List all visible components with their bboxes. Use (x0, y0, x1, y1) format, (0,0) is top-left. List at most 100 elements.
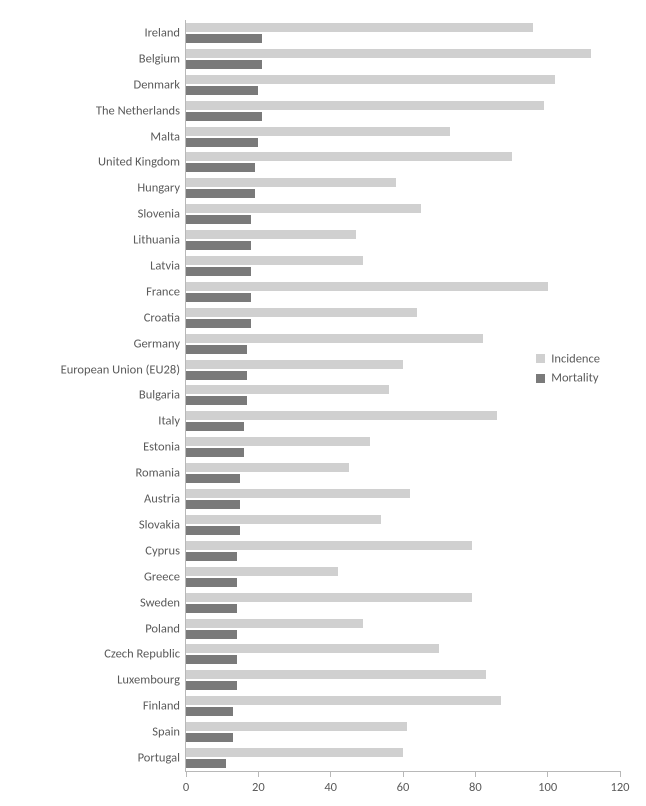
bar-mortality (186, 189, 255, 198)
bar-mortality (186, 733, 233, 742)
bar-mortality (186, 759, 226, 768)
x-tick-label: 100 (538, 780, 557, 795)
bar-row: Slovenia (186, 201, 620, 227)
legend-item: Incidence (536, 351, 600, 367)
bar-incidence (186, 204, 421, 213)
category-label: European Union (EU28) (61, 362, 186, 377)
x-tick (258, 771, 259, 777)
bar-row: Italy (186, 408, 620, 434)
bar-incidence (186, 644, 439, 653)
bar-incidence (186, 127, 450, 136)
bar-incidence (186, 360, 403, 369)
bar-row: Cyprus (186, 538, 620, 564)
bar-incidence (186, 489, 410, 498)
category-label: Luxembourg (117, 673, 186, 688)
category-label: Bulgaria (139, 388, 186, 403)
bar-mortality (186, 655, 237, 664)
x-tick-label: 120 (610, 780, 629, 795)
bar-incidence (186, 696, 501, 705)
category-label: Malta (150, 129, 186, 144)
category-label: United Kingdom (98, 155, 186, 170)
bar-incidence (186, 178, 396, 187)
bar-mortality (186, 371, 247, 380)
bar-mortality (186, 345, 247, 354)
bar-mortality (186, 215, 251, 224)
bar-row: France (186, 279, 620, 305)
x-tick (403, 771, 404, 777)
bar-row: United Kingdom (186, 149, 620, 175)
bar-incidence (186, 101, 544, 110)
category-label: Czech Republic (104, 647, 186, 662)
bar-mortality (186, 422, 244, 431)
category-label: Estonia (143, 440, 186, 455)
x-tick (186, 771, 187, 777)
category-label: Germany (134, 336, 186, 351)
bar-incidence (186, 256, 363, 265)
bar-row: Belgium (186, 46, 620, 72)
x-tick-label: 0 (183, 780, 189, 795)
bar-row: Greece (186, 564, 620, 590)
bar-row: Estonia (186, 434, 620, 460)
x-tick-label: 80 (469, 780, 482, 795)
category-label: Cyprus (145, 543, 186, 558)
category-label: France (146, 284, 186, 299)
bar-row: Hungary (186, 175, 620, 201)
category-label: Italy (158, 414, 186, 429)
bar-mortality (186, 707, 233, 716)
bar-mortality (186, 500, 240, 509)
bar-mortality (186, 163, 255, 172)
plot-area: 020406080100120IrelandBelgiumDenmarkThe … (185, 20, 620, 772)
x-tick (620, 771, 621, 777)
bar-incidence (186, 23, 533, 32)
bar-incidence (186, 748, 403, 757)
legend-item: Mortality (536, 370, 600, 386)
bar-mortality (186, 448, 244, 457)
x-tick-label: 20 (252, 780, 265, 795)
bar-row: Finland (186, 693, 620, 719)
bar-row: Slovakia (186, 512, 620, 538)
bar-row: Latvia (186, 253, 620, 279)
bar-incidence (186, 463, 349, 472)
x-tick (547, 771, 548, 777)
category-label: Denmark (134, 77, 187, 92)
bar-row: Spain (186, 719, 620, 745)
bar-row: The Netherlands (186, 98, 620, 124)
legend-label: Mortality (551, 371, 598, 386)
bar-row: Croatia (186, 305, 620, 331)
category-label: Hungary (137, 181, 186, 196)
bar-mortality (186, 630, 237, 639)
bar-mortality (186, 319, 251, 328)
bar-row: Portugal (186, 745, 620, 771)
bar-incidence (186, 308, 417, 317)
bar-incidence (186, 411, 497, 420)
bar-row: Lithuania (186, 227, 620, 253)
category-label: The Netherlands (96, 103, 186, 118)
bar-mortality (186, 604, 237, 613)
category-label: Lithuania (133, 233, 186, 248)
bar-incidence (186, 670, 486, 679)
bar-incidence (186, 230, 356, 239)
bar-row: Denmark (186, 72, 620, 98)
category-label: Belgium (139, 51, 186, 66)
bar-incidence (186, 334, 483, 343)
x-tick-label: 60 (397, 780, 410, 795)
bar-mortality (186, 112, 262, 121)
category-label: Croatia (144, 310, 186, 325)
bar-incidence (186, 75, 555, 84)
bar-mortality (186, 267, 251, 276)
bar-mortality (186, 578, 237, 587)
category-label: Portugal (138, 751, 186, 766)
bar-incidence (186, 437, 370, 446)
bar-mortality (186, 526, 240, 535)
bar-mortality (186, 396, 247, 405)
bar-mortality (186, 681, 237, 690)
bar-incidence (186, 593, 472, 602)
legend-swatch (536, 354, 545, 363)
bar-incidence (186, 619, 363, 628)
category-label: Austria (144, 492, 186, 507)
x-tick (475, 771, 476, 777)
bar-row: Luxembourg (186, 667, 620, 693)
bar-row: Romania (186, 460, 620, 486)
bar-incidence (186, 385, 389, 394)
legend-swatch (536, 374, 545, 383)
